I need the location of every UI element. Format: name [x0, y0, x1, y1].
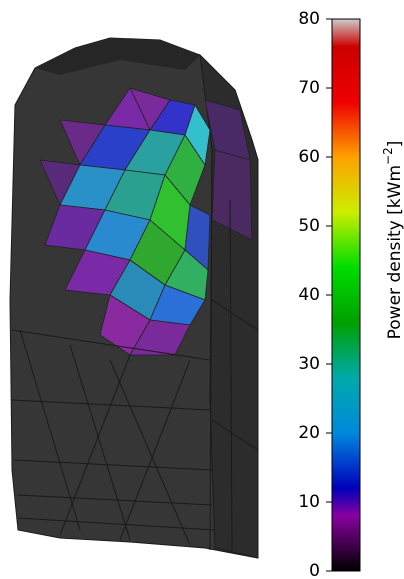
page: 01020304050607080 Power density [kWm−2] … — [0, 0, 404, 579]
tick-label: 60 — [298, 147, 320, 167]
label-exponent: −2 — [381, 147, 395, 165]
tick-label: 50 — [298, 216, 320, 236]
colorbar: 0 10 20 30 40 50 60 70 80 — [298, 9, 360, 579]
label-close: ] — [385, 141, 404, 148]
figure: 0 10 20 30 40 50 60 70 80 Power density [kWm−2] — [0, 0, 404, 579]
tick-label: 0 — [309, 561, 320, 579]
tick-label: 20 — [298, 423, 320, 443]
tick-label: 40 — [298, 285, 320, 305]
tick-label: 10 — [298, 492, 320, 512]
label-text: Power density [kWm — [385, 165, 404, 339]
colorbar-label: Power density [kWm−2] — [381, 141, 404, 340]
tick-label: 30 — [298, 354, 320, 374]
tick-label: 70 — [298, 78, 320, 98]
tick-label: 80 — [298, 9, 320, 29]
mesh-render — [10, 38, 258, 558]
colorbar-gradient — [332, 19, 360, 571]
